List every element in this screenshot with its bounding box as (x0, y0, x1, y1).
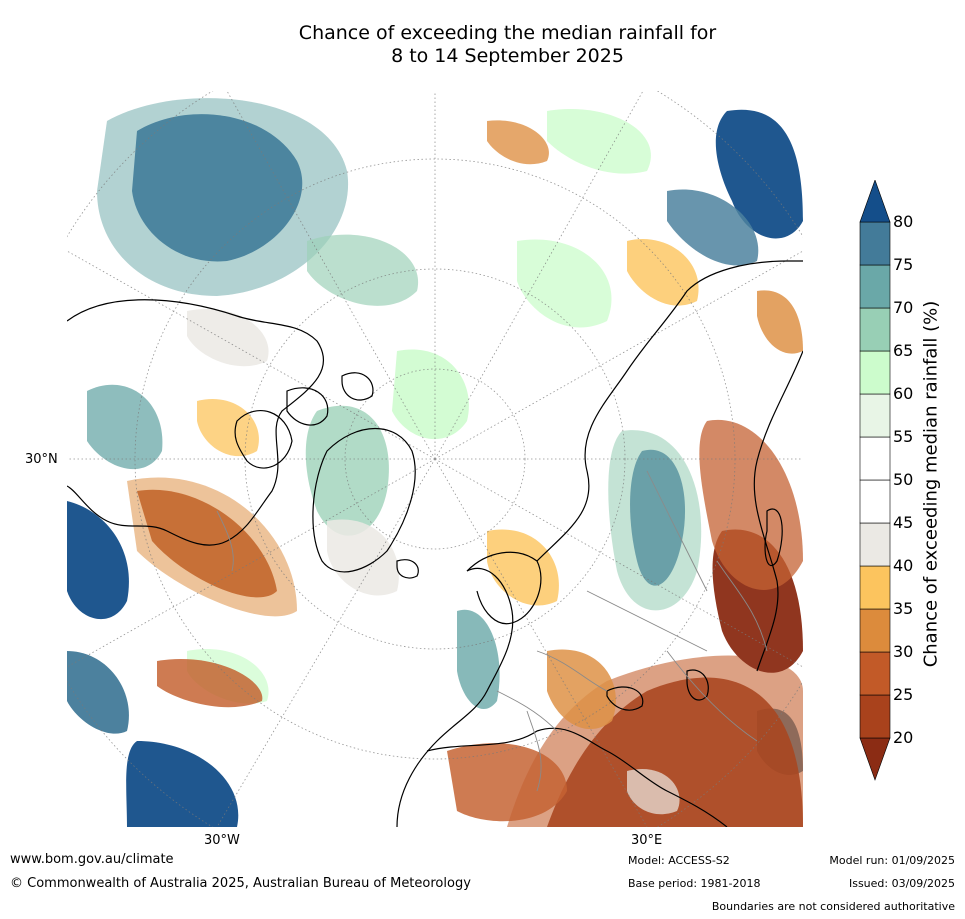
region-east-dry (757, 290, 803, 354)
coastline-mediterranean (426, 727, 728, 827)
colorbar-tick-40: 40 (893, 556, 914, 575)
colorbar-bin-45-50 (859, 479, 891, 524)
dry-anomaly-regions (127, 120, 803, 827)
colorbar-tick-20: 20 (893, 728, 914, 747)
coastline-north-america (67, 299, 324, 546)
colorbar (859, 180, 891, 781)
colorbar-tick-45: 45 (893, 513, 914, 532)
footer-boundaries-note: Boundaries are not considered authoritat… (711, 900, 955, 913)
footer-copyright: © Commonwealth of Australia 2025, Austra… (10, 876, 471, 891)
region-central-asia-wet-outer (608, 430, 702, 611)
meridian-60e (434, 458, 803, 668)
longitude-label-east: 30°E (631, 833, 663, 848)
coastline-japan (764, 508, 783, 567)
country-boundaries (216, 470, 768, 792)
colorbar-bin-25-30 (859, 651, 891, 696)
region-west-pacific-wet (67, 501, 129, 620)
region-middle-east-dry-outer (507, 655, 803, 827)
colorbar-tick-25: 25 (893, 685, 914, 704)
region-central-wet (307, 234, 419, 306)
rainfall-probability-map (67, 91, 803, 827)
region-alaska-wet (87, 384, 163, 470)
meridian-60w (67, 458, 436, 668)
region-mediterranean-dry (447, 743, 567, 822)
region-siberia-wet (715, 109, 803, 239)
region-north-dry (487, 120, 549, 165)
region-siberia-dry (627, 239, 699, 306)
map-panel (67, 91, 803, 827)
region-europe-wet (457, 609, 500, 710)
region-pacific-dry-outer (127, 477, 297, 617)
longitude-label-west: 30°W (204, 833, 240, 848)
coastline-greenland (312, 428, 416, 573)
region-greenland-wet (305, 405, 389, 536)
region-north-pacific-wet-outer (97, 98, 349, 297)
coastline-canadian-archipelago (286, 372, 374, 426)
colorbar-tick-80: 80 (893, 212, 914, 231)
footer-url: www.bom.gov.au/climate (10, 852, 174, 867)
colorbar-bin-20-25 (859, 694, 891, 739)
chart-title-line-2: 8 to 14 September 2025 (391, 45, 624, 67)
meridian-30e (434, 458, 648, 827)
colorbar-bin-30-35 (859, 608, 891, 653)
wet-anomaly-regions (67, 98, 803, 827)
region-canada-dry (197, 399, 259, 457)
colorbar-bin-75-80 (859, 221, 891, 266)
latitude-label: 30°N (25, 452, 58, 467)
colorbar-bin-50-55 (859, 436, 891, 481)
graticule (67, 91, 803, 827)
region-south-pacific-wet (126, 741, 239, 827)
chart-title-line-1: Chance of exceeding the median rainfall … (298, 22, 717, 44)
region-grey-2 (187, 309, 269, 367)
region-west-pacific-wet-2 (67, 651, 129, 734)
colorbar-tick-30: 30 (893, 642, 914, 661)
footer-issued: Issued: 03/09/2025 (848, 877, 955, 890)
region-northeast-wet (667, 189, 759, 266)
colorbar-bin-below-20 (859, 737, 891, 781)
footer-base-period: Base period: 1981-2018 (628, 877, 761, 890)
meridian-150e (434, 91, 644, 460)
colorbar-bin-40-45 (859, 522, 891, 567)
coastline-scandinavia (466, 551, 542, 625)
colorbar-tick-60: 60 (893, 384, 914, 403)
colorbar-bin-70-75 (859, 264, 891, 309)
colorbar-tick-65: 65 (893, 341, 914, 360)
coastline-europe (396, 567, 514, 827)
colorbar-bin-65-70 (859, 307, 891, 352)
colorbar-tick-35: 35 (893, 599, 914, 618)
colorbar-bins (859, 180, 891, 781)
region-pacific-south-dry (157, 659, 263, 708)
footer-model: Model: ACCESS-S2 (628, 854, 730, 867)
coastlines (67, 260, 803, 827)
meridian-120e (434, 250, 803, 460)
region-grey-1 (327, 519, 399, 596)
coastline-east-asia (753, 350, 803, 672)
footer-model-run: Model run: 01/09/2025 (829, 854, 955, 867)
meridian-120w (67, 250, 436, 460)
colorbar-tick-75: 75 (893, 255, 914, 274)
meridian-30w (216, 458, 436, 827)
region-grey-3 (627, 769, 680, 815)
colorbar-bin-above-80 (859, 180, 891, 223)
colorbar-tick-55: 55 (893, 427, 914, 446)
coastline-black-caspian (606, 669, 709, 711)
region-east-europe-dry (547, 649, 616, 730)
latitude-circle-70n (344, 368, 526, 550)
colorbar-title: Chance of exceeding median rainfall (%) (920, 300, 942, 668)
region-light-green-1 (517, 239, 612, 328)
colorbar-bin-55-60 (859, 393, 891, 438)
colorbar-bin-35-40 (859, 565, 891, 610)
coastline-hudson-bay (234, 410, 293, 469)
meridian-150w (226, 91, 436, 460)
colorbar-tick-70: 70 (893, 298, 914, 317)
region-central-asia-dry-outer (699, 419, 803, 590)
colorbar-tick-50: 50 (893, 470, 914, 489)
region-light-green-2 (547, 109, 651, 174)
colorbar-bin-60-65 (859, 350, 891, 395)
coastline-eurasia-north (536, 260, 803, 562)
coastline-iceland (396, 559, 419, 579)
